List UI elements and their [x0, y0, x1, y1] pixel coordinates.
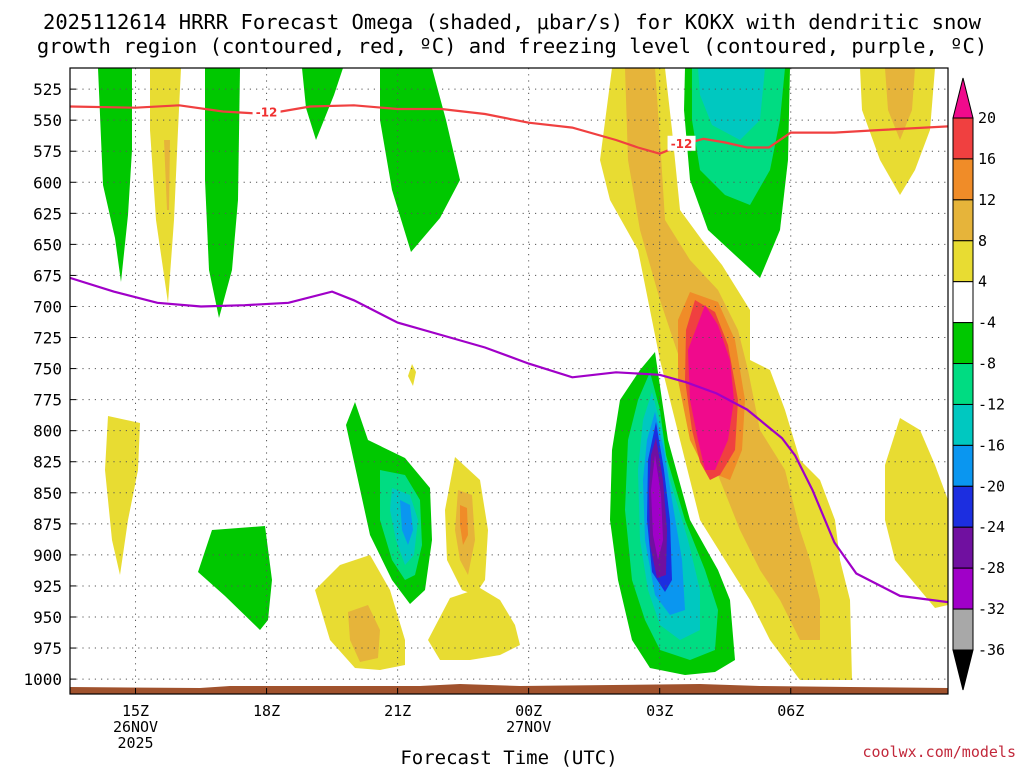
x-tick-label: 27NOV [506, 718, 551, 736]
y-tick-label: 800 [33, 422, 62, 441]
x-tick-label: 18Z [253, 702, 280, 720]
contour-label: -12 [671, 137, 693, 151]
colorbar-label: 16 [978, 150, 996, 168]
omega-green-3 [302, 68, 343, 140]
colorbar-label: -12 [978, 395, 1005, 413]
dendritic-contour-labels: -12 -12 [252, 104, 696, 151]
freezing-level-contour [70, 276, 948, 604]
omega-yellow-speck [408, 364, 416, 386]
omega-darkorange-2 [460, 505, 468, 545]
contour-label-bg [667, 135, 696, 151]
omega-orange-strip-1 [164, 140, 170, 210]
omega-yellow-1 [150, 68, 181, 303]
colorbar-swatch [952, 363, 974, 405]
x-tick-label: 21Z [384, 702, 411, 720]
colorbar-label: -36 [978, 641, 1005, 659]
colorbar-label: -20 [978, 477, 1005, 495]
contour-label: -12 [256, 106, 278, 120]
y-tick-label: 850 [33, 484, 62, 503]
y-tick-label: 750 [33, 360, 62, 379]
y-tick-label: 675 [33, 266, 62, 285]
y-tick-label: 725 [33, 329, 62, 348]
colorbar-label: -8 [978, 355, 996, 373]
x-tick-label: 03Z [646, 702, 673, 720]
colorbar-swatch [952, 281, 974, 324]
omega-green-1 [98, 68, 132, 282]
y-tick-label: 625 [33, 204, 62, 223]
colorbar-min-triangle [952, 649, 974, 691]
y-tick-label: 950 [33, 608, 62, 627]
x-tick-label: 06Z [777, 702, 804, 720]
colorbar-label: -4 [978, 314, 996, 332]
colorbar-swatch [952, 567, 974, 610]
omega-shading [98, 68, 948, 680]
omega-yellow-8 [885, 418, 948, 608]
y-tick-label: 925 [33, 577, 62, 596]
y-tick-label: 775 [33, 391, 62, 410]
colorbar-label: 4 [978, 273, 987, 291]
colorbar-swatch [952, 117, 974, 160]
chart-title-line2: growth region (contoured, red, ºC) and f… [37, 34, 987, 58]
omega-orange-blob-upper [885, 68, 915, 140]
colorbar-swatch [952, 526, 974, 569]
colorbar-label: -28 [978, 559, 1005, 577]
colorbar-swatch [952, 240, 974, 283]
y-tick-label: 1000 [23, 670, 62, 689]
omega-cyan-1 [698, 68, 765, 140]
colorbar-label: 20 [978, 109, 996, 127]
omega-green-4 [380, 68, 460, 252]
colorbar-swatch [952, 444, 974, 487]
y-tick-label: 650 [33, 235, 62, 254]
y-tick-label: 550 [33, 111, 62, 130]
x-tick-label: 00Z [515, 702, 542, 720]
omega-green-2 [205, 68, 240, 318]
omega-magenta-core [688, 305, 734, 470]
credit-text: coolwx.com/models [862, 743, 1016, 761]
colorbar: 20 16 12 8 4 -4 -8 -12 -16 -20 -24 -28 -32 -36 [952, 77, 1005, 691]
y-tick-label: 900 [33, 546, 62, 565]
contour-label-bg [252, 104, 281, 120]
omega-yellow-7 [428, 588, 520, 660]
colorbar-swatch [952, 403, 974, 446]
colorbar-label: 12 [978, 191, 996, 209]
colorbar-swatch [952, 158, 974, 201]
colorbar-swatch [952, 322, 974, 365]
surface-terrain [70, 684, 948, 694]
colorbar-label: -16 [978, 436, 1005, 454]
colorbar-label: -32 [978, 600, 1005, 618]
y-tick-label: 575 [33, 142, 62, 161]
gridlines [70, 68, 948, 694]
y-tick-label: 875 [33, 515, 62, 534]
x-tick-label: 26NOV [113, 718, 158, 736]
colorbar-swatch [952, 199, 974, 242]
colorbar-label: 8 [978, 232, 987, 250]
chart-title-line1: 2025112614 HRRR Forecast Omega (shaded, … [43, 10, 982, 34]
x-axis-title: Forecast Time (UTC) [400, 747, 617, 768]
omega-blue-2 [400, 500, 413, 545]
colorbar-swatch [952, 608, 974, 651]
omega-green-6 [198, 526, 272, 630]
colorbar-max-triangle [952, 77, 974, 119]
y-tick-label: 975 [33, 639, 62, 658]
y-axis: 525 550 575 600 625 650 675 700 725 750 775 800 825 8… [23, 80, 76, 689]
y-tick-label: 825 [33, 453, 62, 472]
y-tick-label: 700 [33, 297, 62, 316]
y-tick-label: 600 [33, 173, 62, 192]
x-tick-label: 15Z [122, 702, 149, 720]
x-tick-label: 2025 [117, 734, 153, 752]
colorbar-label: -24 [978, 518, 1005, 536]
omega-yellow-4 [105, 416, 140, 575]
y-tick-label: 525 [33, 80, 62, 99]
colorbar-swatch [952, 485, 974, 528]
plot-frame [69, 67, 949, 695]
plot-area: -12 -12 [70, 68, 948, 694]
